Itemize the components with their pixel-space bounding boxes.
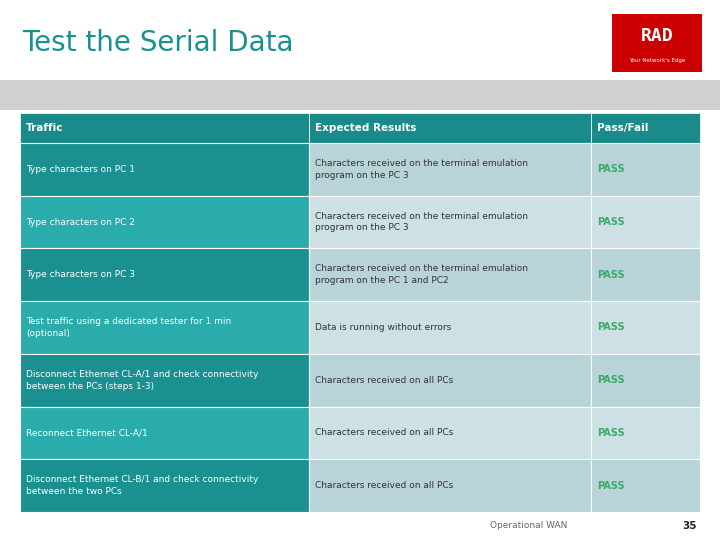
FancyBboxPatch shape (591, 354, 700, 407)
FancyBboxPatch shape (20, 195, 309, 248)
Text: Your Network's Edge: Your Network's Edge (629, 58, 685, 63)
Text: Traffic: Traffic (26, 123, 63, 133)
FancyBboxPatch shape (20, 113, 309, 143)
FancyBboxPatch shape (309, 195, 591, 248)
Text: PASS: PASS (597, 428, 625, 438)
FancyBboxPatch shape (591, 407, 700, 460)
Text: Type characters on PC 3: Type characters on PC 3 (26, 271, 135, 279)
FancyBboxPatch shape (612, 14, 702, 72)
FancyBboxPatch shape (20, 407, 309, 460)
Text: Characters received on all PCs: Characters received on all PCs (315, 481, 454, 490)
FancyBboxPatch shape (591, 460, 700, 512)
Text: Characters received on the terminal emulation
program on the PC 3: Characters received on the terminal emul… (315, 212, 528, 233)
FancyBboxPatch shape (591, 301, 700, 354)
FancyBboxPatch shape (309, 460, 591, 512)
FancyBboxPatch shape (20, 301, 309, 354)
FancyBboxPatch shape (309, 113, 591, 143)
FancyBboxPatch shape (591, 143, 700, 195)
Text: PASS: PASS (597, 270, 625, 280)
Text: Type characters on PC 2: Type characters on PC 2 (26, 218, 135, 227)
FancyBboxPatch shape (591, 248, 700, 301)
FancyBboxPatch shape (20, 460, 309, 512)
FancyBboxPatch shape (0, 80, 720, 110)
Text: Test the Serial Data: Test the Serial Data (22, 29, 294, 57)
Text: Test traffic using a dedicated tester for 1 min
(optional): Test traffic using a dedicated tester fo… (26, 317, 231, 338)
Text: PASS: PASS (597, 375, 625, 385)
Text: Characters received on the terminal emulation
program on the PC 3: Characters received on the terminal emul… (315, 159, 528, 180)
Text: Type characters on PC 1: Type characters on PC 1 (26, 165, 135, 174)
Text: Characters received on all PCs: Characters received on all PCs (315, 428, 454, 437)
Text: RAD: RAD (641, 27, 673, 45)
FancyBboxPatch shape (0, 0, 720, 80)
FancyBboxPatch shape (309, 143, 591, 195)
Text: Disconnect Ethernet CL-A/1 and check connectivity
between the PCs (steps 1-3): Disconnect Ethernet CL-A/1 and check con… (26, 370, 258, 390)
Text: Disconnect Ethernet CL-B/1 and check connectivity
between the two PCs: Disconnect Ethernet CL-B/1 and check con… (26, 475, 258, 496)
FancyBboxPatch shape (591, 113, 700, 143)
Text: Operational WAN: Operational WAN (490, 522, 567, 530)
Text: PASS: PASS (597, 217, 625, 227)
FancyBboxPatch shape (20, 248, 309, 301)
Text: PASS: PASS (597, 322, 625, 333)
Text: Data is running without errors: Data is running without errors (315, 323, 451, 332)
FancyBboxPatch shape (20, 354, 309, 407)
Text: 35: 35 (682, 521, 696, 531)
Text: Characters received on all PCs: Characters received on all PCs (315, 376, 454, 384)
Text: PASS: PASS (597, 164, 625, 174)
FancyBboxPatch shape (309, 354, 591, 407)
FancyBboxPatch shape (309, 407, 591, 460)
FancyBboxPatch shape (20, 143, 309, 195)
FancyBboxPatch shape (591, 195, 700, 248)
Text: PASS: PASS (597, 481, 625, 491)
Text: Reconnect Ethernet CL-A/1: Reconnect Ethernet CL-A/1 (26, 428, 148, 437)
FancyBboxPatch shape (309, 301, 591, 354)
Text: Expected Results: Expected Results (315, 123, 416, 133)
Text: Pass/Fail: Pass/Fail (597, 123, 649, 133)
FancyBboxPatch shape (0, 80, 720, 110)
Text: Characters received on the terminal emulation
program on the PC 1 and PC2: Characters received on the terminal emul… (315, 265, 528, 285)
FancyBboxPatch shape (309, 248, 591, 301)
